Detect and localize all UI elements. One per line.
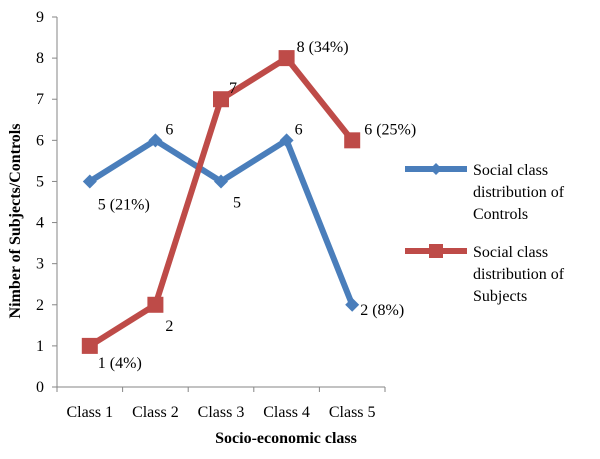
- x-axis-title: Socio-economic class: [215, 430, 357, 447]
- legend-entry: Social class distribution of Controls: [405, 162, 565, 223]
- x-tick-label: Class 4: [263, 404, 310, 421]
- series-line: [86, 137, 356, 308]
- legend-swatch-marker: [429, 244, 443, 258]
- data-label: 6 (25%): [364, 121, 416, 138]
- x-tick-label: Class 5: [329, 404, 376, 421]
- x-tick-label: Class 3: [198, 404, 245, 421]
- data-label: 5: [233, 194, 241, 211]
- legend-label: distribution of: [473, 184, 565, 201]
- data-label: 7: [229, 80, 237, 97]
- x-tick-label: Class 2: [132, 404, 179, 421]
- data-point: [344, 132, 361, 149]
- data-label: 6: [295, 121, 303, 138]
- x-tick-label: Class 1: [66, 404, 113, 421]
- y-axis: 0 1 2 3 4 5 6 7 8 9: [36, 9, 58, 396]
- data-point: [147, 296, 164, 313]
- legend-swatch-marker: [430, 163, 442, 175]
- data-point: [148, 133, 163, 148]
- y-tick-label: 9: [36, 9, 44, 26]
- legend-entry: Social class distribution of Subjects: [405, 244, 565, 305]
- data-point: [278, 50, 295, 67]
- data-point: [213, 91, 229, 108]
- y-tick-label: 4: [36, 215, 44, 232]
- x-axis: Class 1 Class 2 Class 3 Class 4 Class 5: [56, 386, 386, 421]
- data-label: 6: [165, 121, 173, 138]
- data-label: 1 (4%): [98, 355, 142, 372]
- series-layer: [81, 50, 361, 354]
- y-tick-label: 7: [36, 91, 44, 108]
- data-point: [81, 337, 98, 354]
- legend-label: Social class: [473, 162, 548, 179]
- y-tick-label: 2: [36, 297, 44, 314]
- legend-label: Controls: [473, 206, 528, 223]
- legend-label: Subjects: [473, 288, 527, 305]
- data-point: [279, 133, 294, 148]
- data-label: 2: [165, 318, 173, 335]
- y-tick-label: 1: [36, 338, 44, 355]
- legend-label: Social class: [473, 244, 548, 261]
- data-point: [214, 174, 228, 189]
- data-point: [82, 174, 97, 189]
- y-tick-label: 8: [36, 50, 44, 67]
- y-tick-label: 6: [36, 132, 44, 149]
- y-axis-title: Nimber of Subjects/Controls: [7, 124, 24, 319]
- series-1: [82, 133, 360, 312]
- data-label: 8 (34%): [297, 39, 349, 56]
- y-tick-label: 5: [36, 173, 44, 190]
- y-tick-label: 3: [36, 256, 44, 273]
- data-label: 5 (21%): [98, 196, 150, 213]
- y-tick-label: 0: [36, 379, 44, 396]
- data-point: [345, 297, 360, 312]
- data-labels: 5 (21%) 6 5 6 2 (8%) 1 (4%) 2 7 8 (34%) 6 (25%): [98, 39, 416, 372]
- legend-label: distribution of: [473, 266, 565, 283]
- data-label: 2 (8%): [360, 302, 404, 319]
- series-2: [81, 50, 361, 354]
